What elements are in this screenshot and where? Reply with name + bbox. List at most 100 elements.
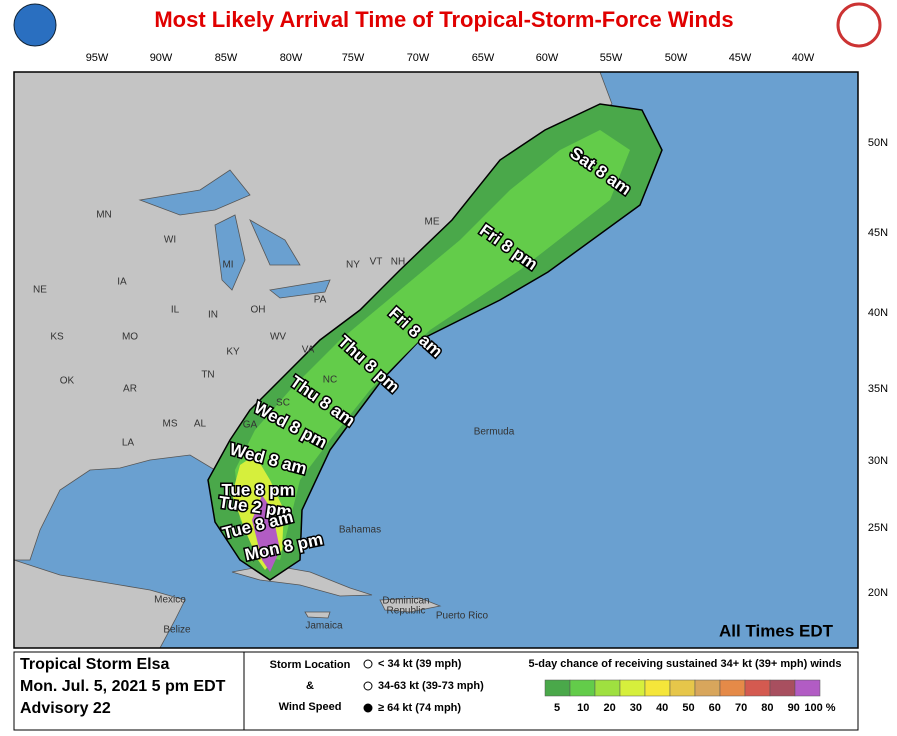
longitude-label: 75W [342,52,365,64]
latitude-label: 30N [868,455,888,467]
symbol-label: ≥ 64 kt (74 mph) [378,702,461,714]
nws-logo [836,2,882,48]
place-label: Republic [387,606,426,617]
latitude-label: 35N [868,383,888,395]
wind-swath-peak [252,495,280,572]
place-label: NY [346,260,360,271]
scale-label: 80 [761,702,773,714]
latitude-label: 50N [868,137,888,149]
place-label: SC [276,398,290,409]
storm-symbol [363,681,373,691]
place-label: MI [222,260,233,271]
latitude-label: 40N [868,307,888,319]
info-line: Mon. Jul. 5, 2021 5 pm EDT [20,678,226,695]
scale-label: 70 [735,702,747,714]
longitude-label: 80W [280,52,303,64]
latitude-label: 45N [868,227,888,239]
place-label: OK [60,376,75,387]
scale-title: 5-day chance of receiving sustained 34+ … [529,658,842,670]
scale-label: 90 [788,702,800,714]
scale-cell [569,679,596,697]
place-label: AR [123,384,137,395]
storm-heading: & [306,680,314,692]
jamaica [304,611,331,619]
place-label: Belize [163,625,191,636]
scale-cell [794,679,821,697]
scale-label: 5 [554,702,560,714]
longitude-label: 45W [729,52,752,64]
scale-label: 100 % [804,702,835,714]
place-label: IL [171,305,180,316]
place-label: AL [194,419,207,430]
place-label: WI [164,235,176,246]
place-label: Puerto Rico [436,611,489,622]
place-label: Mexico [154,595,186,606]
place-label: NC [323,375,337,386]
scale-cell [669,679,696,697]
place-label: GA [243,420,258,431]
place-label: ME [425,217,440,228]
time-note: All Times EDT [719,621,834,640]
hispaniola [379,597,442,613]
place-label: Bermuda [474,427,515,438]
place-label: LA [122,438,135,449]
latitude-label: 20N [868,587,888,599]
scale-label: 30 [630,702,642,714]
scale-cell [744,679,771,697]
info-box [13,651,245,731]
symbol-label: < 34 kt (39 mph) [378,658,462,670]
title: Most Likely Arrival Time of Tropical-Sto… [154,7,733,32]
place-label: VT [370,257,383,268]
scale-label: 10 [577,702,589,714]
longitude-label: 90W [150,52,173,64]
place-label: IN [208,310,218,321]
place-label: MS [163,419,178,430]
longitude-label: 60W [536,52,559,64]
symbol-label: 34-63 kt (39-73 mph) [378,680,484,692]
place-label: VA [302,345,315,356]
scale-cell [544,679,571,697]
info-line: Advisory 22 [20,700,111,717]
time-label: Tue 8 pm [221,480,294,499]
scale-cell [644,679,671,697]
noaa-logo [13,3,57,47]
map-frame [13,71,859,649]
legend: Tropical Storm Elsa Mon. Jul. 5, 2021 5 p… [20,656,842,717]
place-label: Jamaica [305,621,343,632]
longitude-label: 70W [407,52,430,64]
info-line: Tropical Storm Elsa [20,656,169,673]
scale-cell [619,679,646,697]
place-label: IA [117,277,127,288]
wind-swath-inner [235,130,630,560]
place-label: TN [201,370,214,381]
storm-heading: Wind Speed [279,701,342,713]
place-label: KY [226,347,240,358]
scale-label: 20 [603,702,615,714]
longitude-label: 95W [86,52,109,64]
place-label: Dominican [382,596,429,607]
latitude-label: 25N [868,522,888,534]
scale-label: 60 [709,702,721,714]
place-label: Bahamas [339,525,381,536]
place-label: MN [96,210,112,221]
place-label: KS [50,332,64,343]
longitude-label: 40W [792,52,815,64]
storm-symbol [363,659,373,669]
scale-cell [594,679,621,697]
place-label: NE [33,285,47,296]
storm-symbol [363,703,373,713]
place-label: NH [391,257,405,268]
scale-cell [769,679,796,697]
longitude-label: 85W [215,52,238,64]
longitude-label: 50W [665,52,688,64]
longitude-label: 65W [472,52,495,64]
place-label: OH [251,305,266,316]
place-label: MO [122,332,138,343]
storm-heading: Storm Location [270,659,351,671]
scale-label: 50 [682,702,694,714]
place-label: PA [314,295,327,306]
scale-cell [719,679,746,697]
great-lakes [138,169,331,299]
scale-cell [694,679,721,697]
